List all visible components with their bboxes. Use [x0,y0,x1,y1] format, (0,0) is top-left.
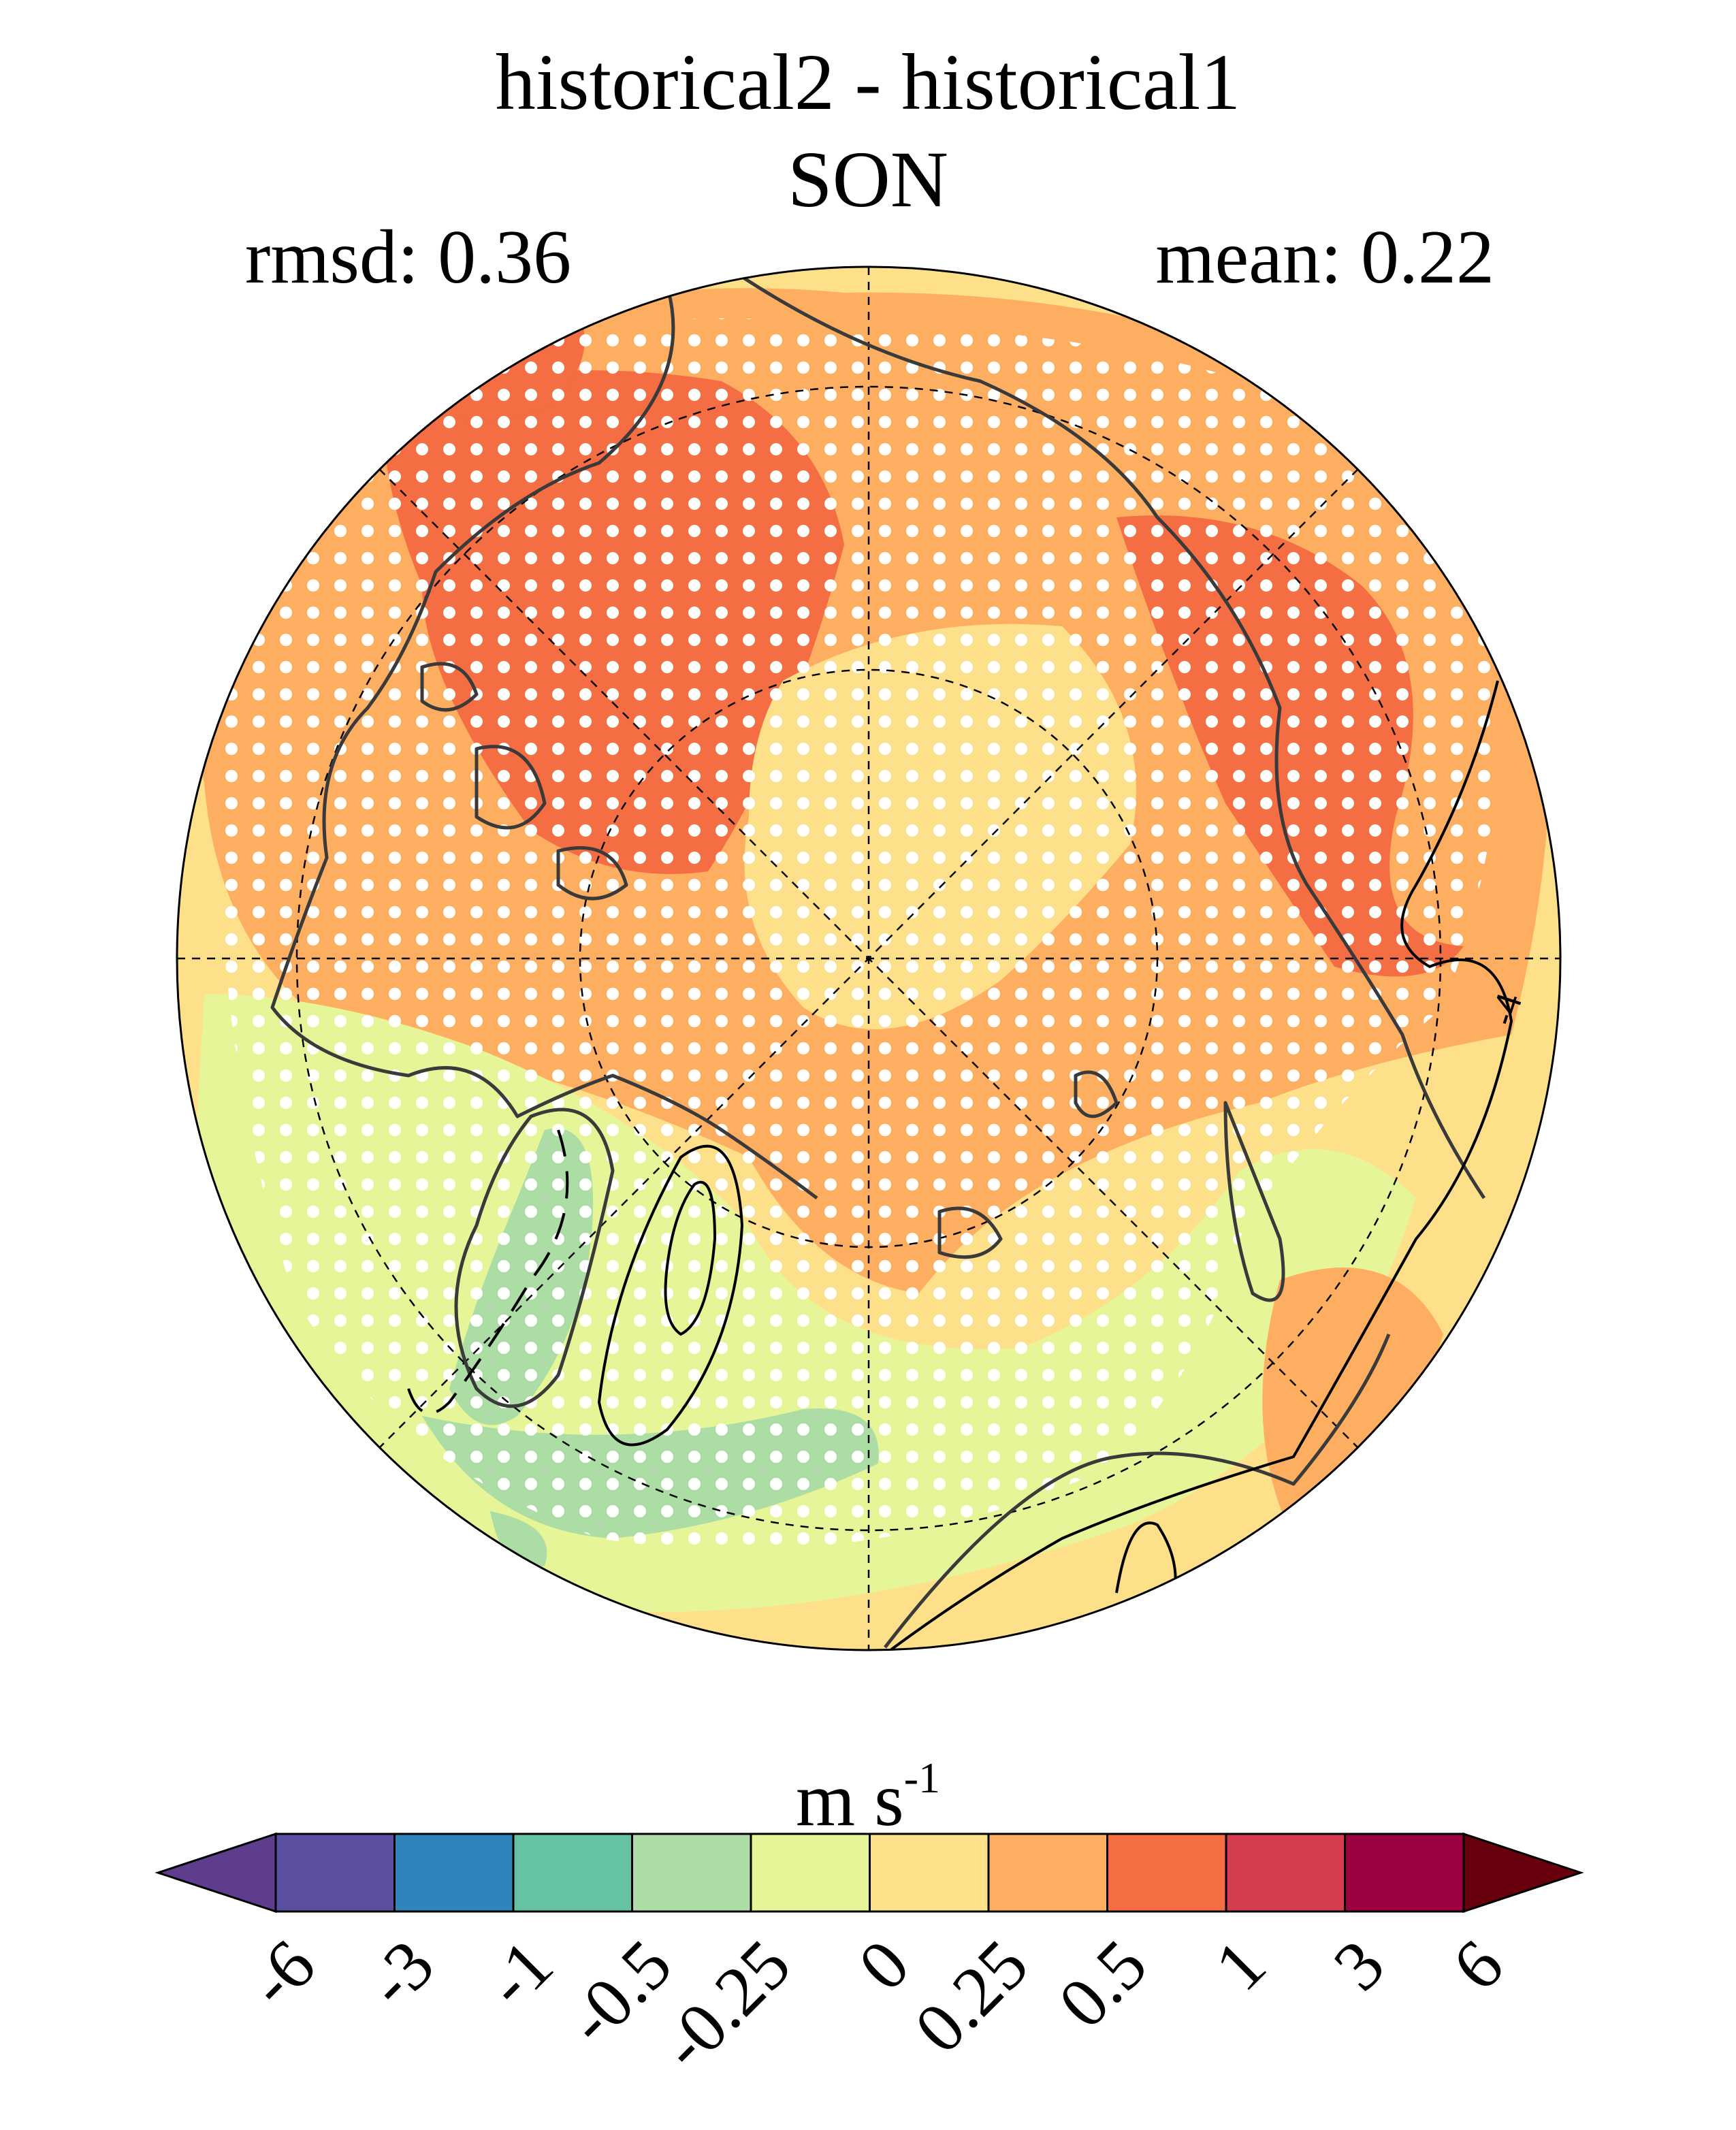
colorbar-tick-label: -3 [352,1925,449,2022]
contour-east [884,680,1513,1650]
title-line-2: SON [787,135,949,224]
map-field [177,267,1560,1650]
colorbar-box [750,1833,871,1913]
colorbar: -6 -3 -1-0.5-0.25 00.25 0.5 1 3 6 [155,1832,1584,2085]
colorbar-extend-high [1462,1832,1584,1914]
colorbar-tick-label: -1 [470,1925,568,2022]
coastline-iceland [937,1206,1003,1259]
colorbar-tick-label: 3 [1319,1925,1399,2005]
colorbar-tick-label: 0.5 [1044,1925,1161,2043]
colorbar-box [1225,1833,1346,1913]
field-region-negative-patch [490,1511,547,1568]
contour-greenland-inner [664,1180,717,1336]
colorbar-box [1106,1833,1227,1913]
mean-label: mean: 0.22 [1155,215,1494,300]
colorbar-box [274,1833,396,1913]
colorbar-extend-low [155,1832,277,1914]
colorbar-units: m s-1 [0,1754,1736,1839]
colorbar-box [631,1833,752,1913]
graticule [177,267,1560,1650]
colorbar-tick-label: 6 [1438,1925,1518,2005]
colorbar-tick-label: -0.25 [645,1925,805,2085]
map-frame [176,265,1562,1651]
significance-stippling [212,318,1505,1550]
colorbar-box [1344,1833,1465,1913]
coastline-europe [884,1334,1391,1649]
colorbar-box [393,1833,515,1913]
contour-greenland-outer [597,1144,744,1447]
title-line-1: historical2 - historical1 [495,37,1241,127]
colorbar-tick-label: 0 [843,1925,924,2005]
coastline-canadian-archipelago [420,662,628,901]
colorbar-tick-label: 0.25 [900,1925,1043,2068]
coastline-eurasia [734,270,1486,1199]
units-base: m s [795,1758,904,1842]
colorbar-tick-label: -6 [233,1925,330,2022]
coastline-scandinavia [1223,1101,1285,1302]
coastline-greenland [454,1108,615,1408]
coastline-north-america [270,285,818,1200]
colorbar-box [512,1833,633,1913]
colorbar-tick-label: 1 [1200,1925,1281,2005]
colorbar-box [869,1833,990,1913]
coastlines [270,270,1486,1649]
coastline-svalbard [1074,1070,1119,1118]
rmsd-label: rmsd: 0.36 [245,215,572,300]
colorbar-box [987,1833,1108,1913]
meridian-diag-2 [379,468,1359,1449]
units-exponent: -1 [903,1754,940,1802]
